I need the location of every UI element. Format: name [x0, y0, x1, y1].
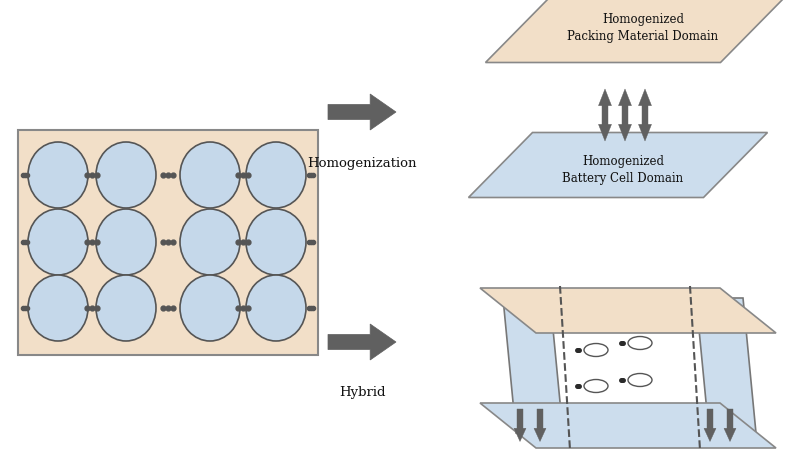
- Ellipse shape: [96, 209, 156, 275]
- Polygon shape: [599, 89, 612, 106]
- Polygon shape: [469, 132, 768, 197]
- Polygon shape: [480, 403, 776, 448]
- Polygon shape: [618, 124, 632, 141]
- Text: Hybrid: Hybrid: [339, 386, 385, 399]
- Ellipse shape: [180, 142, 240, 208]
- Bar: [642, 105, 648, 126]
- Polygon shape: [704, 428, 716, 441]
- Polygon shape: [618, 89, 632, 106]
- Bar: [517, 409, 523, 430]
- Text: Homogenization: Homogenization: [307, 157, 417, 170]
- Polygon shape: [328, 94, 396, 130]
- Polygon shape: [503, 298, 563, 433]
- Polygon shape: [514, 428, 526, 441]
- Ellipse shape: [28, 275, 88, 341]
- Ellipse shape: [246, 142, 306, 208]
- Bar: [622, 105, 628, 126]
- Polygon shape: [638, 124, 651, 141]
- Polygon shape: [696, 298, 756, 433]
- Ellipse shape: [246, 275, 306, 341]
- Ellipse shape: [28, 209, 88, 275]
- Ellipse shape: [628, 337, 652, 349]
- Polygon shape: [724, 428, 736, 441]
- Ellipse shape: [180, 275, 240, 341]
- Text: Homogenized
Packing Material Domain: Homogenized Packing Material Domain: [567, 13, 718, 43]
- Polygon shape: [328, 324, 396, 360]
- Polygon shape: [486, 0, 785, 62]
- Bar: [727, 409, 733, 430]
- Ellipse shape: [180, 209, 240, 275]
- Ellipse shape: [584, 344, 608, 357]
- Ellipse shape: [28, 142, 88, 208]
- Ellipse shape: [584, 379, 608, 393]
- Bar: [18, 130, 318, 355]
- Polygon shape: [599, 124, 612, 141]
- Ellipse shape: [96, 142, 156, 208]
- Bar: [708, 409, 713, 430]
- Text: Homogenized
Battery Cell Domain: Homogenized Battery Cell Domain: [562, 155, 684, 185]
- Ellipse shape: [628, 374, 652, 386]
- Ellipse shape: [96, 275, 156, 341]
- Polygon shape: [534, 428, 546, 441]
- Polygon shape: [480, 288, 776, 333]
- Bar: [602, 105, 608, 126]
- Polygon shape: [638, 89, 651, 106]
- Ellipse shape: [246, 209, 306, 275]
- Bar: [537, 409, 542, 430]
